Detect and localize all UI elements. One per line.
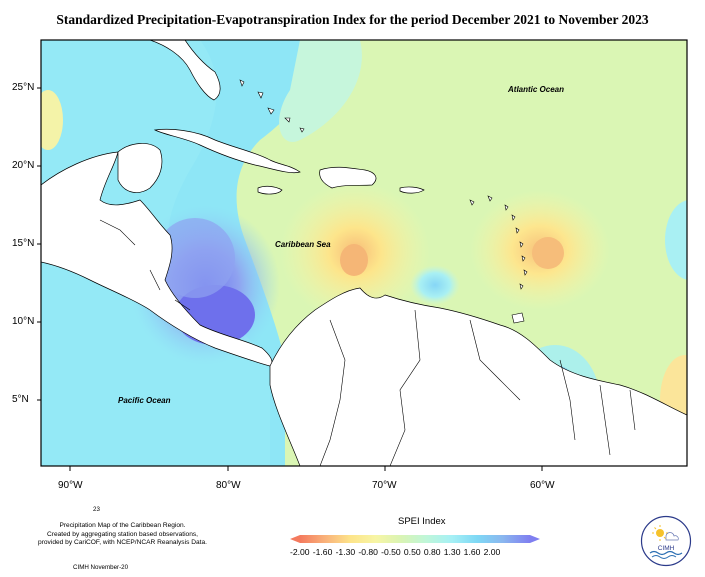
legend-tick: 0.80 (423, 547, 441, 557)
page-number: 23 (93, 506, 100, 513)
map-description: Precipitation Map of the Caribbean Regio… (30, 522, 215, 548)
legend-title: SPEI Index (398, 516, 446, 527)
lon-label: 90°W (58, 480, 83, 491)
map-title: Standardized Precipitation-Evapotranspir… (56, 12, 649, 27)
logo-text: CIMH (658, 545, 675, 552)
legend-tick: -2.00 (290, 547, 310, 557)
lat-label: 5°N (12, 394, 29, 405)
lat-label: 25°N (12, 82, 35, 93)
lon-label: 80°W (216, 480, 241, 491)
legend-tick: -0.50 (381, 547, 401, 557)
legend-tick: 0.50 (403, 547, 421, 557)
lat-label: 15°N (12, 238, 35, 249)
legend-tick: -0.80 (358, 547, 378, 557)
description-line: Precipitation Map of the Caribbean Regio… (59, 522, 186, 529)
lon-label: 60°W (530, 480, 555, 491)
axis-ticks (37, 87, 543, 471)
lon-label: 70°W (372, 480, 397, 491)
legend-ticks: -2.00 -1.60 -1.30 -0.80 -0.50 0.50 0.80 … (290, 547, 500, 557)
legend-tick: 1.60 (463, 547, 481, 557)
description-line: provided by CariCOF, with NCEP/NCAR Rean… (38, 539, 207, 547)
legend-tick: 1.30 (443, 547, 461, 557)
description-line: Created by aggregating station based obs… (46, 530, 199, 538)
lat-label: 10°N (12, 316, 35, 327)
lat-label: 20°N (12, 160, 35, 171)
legend-tick: -1.60 (312, 547, 333, 557)
spei-field (41, 40, 687, 466)
caribbean-sea-label: Caribbean Sea (275, 240, 331, 249)
legend-colorbar (290, 535, 540, 543)
atlantic-ocean-label: Atlantic Ocean (508, 85, 565, 94)
legend-tick: 2.00 (483, 547, 501, 557)
legend-tick: -1.30 (335, 547, 356, 557)
cimh-logo: CIMH (640, 515, 692, 567)
pacific-ocean-label: Pacific Ocean (118, 396, 171, 405)
credit-text: CIMH November-20 (73, 564, 129, 571)
